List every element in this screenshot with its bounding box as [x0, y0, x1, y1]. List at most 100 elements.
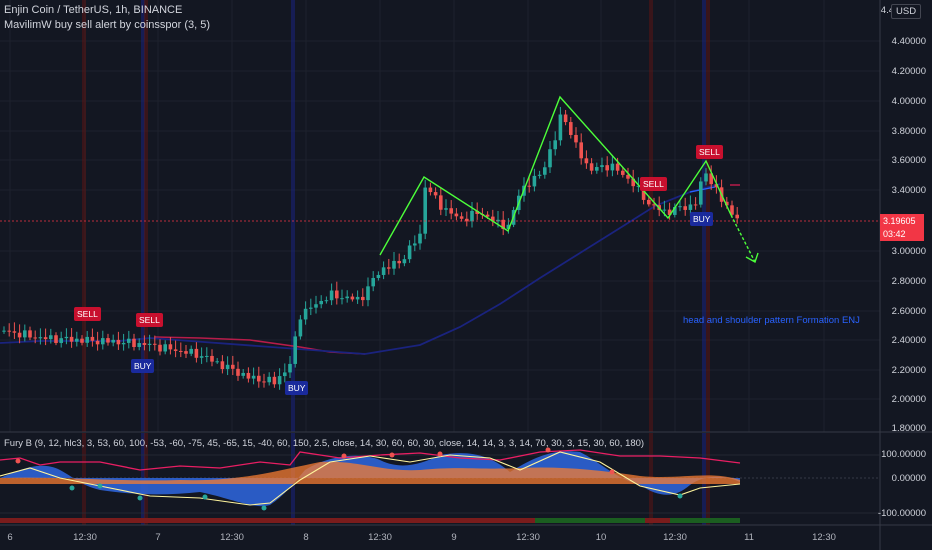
- candle-body: [163, 344, 167, 352]
- candle-body: [548, 149, 552, 168]
- candle-body: [641, 185, 646, 200]
- candle-body: [605, 165, 609, 171]
- candle-body: [335, 290, 339, 299]
- candle-body: [75, 338, 79, 342]
- candle-body: [496, 219, 500, 222]
- countdown-label: 03:42: [880, 227, 924, 241]
- candle-body: [116, 339, 121, 345]
- oscillator-axis[interactable]: 100.00000 0.00000 -100.00000: [877, 433, 932, 525]
- candle-body: [558, 114, 563, 141]
- candle-body: [662, 209, 667, 211]
- time-axis[interactable]: 6 12:30 7 12:30 8 12:30 9 12:30 10 12:30…: [0, 525, 880, 550]
- oscillator-title[interactable]: Fury B (9, 12, hlc3, 3, 53, 60, 100, -53…: [4, 438, 645, 449]
- candle-body: [267, 376, 271, 383]
- candle-body: [179, 350, 183, 352]
- candle-body: [309, 307, 313, 309]
- candle-body: [392, 260, 396, 269]
- candle-body: [38, 337, 43, 339]
- candle-body: [142, 343, 147, 345]
- candle-body: [714, 184, 719, 188]
- osc-dot: [545, 447, 551, 453]
- candle-body: [730, 205, 734, 215]
- candle-body: [137, 343, 141, 348]
- candle-body: [381, 267, 386, 275]
- candle-body: [101, 338, 105, 345]
- candle-body: [537, 174, 542, 176]
- buy-signal-tag: BUY: [285, 381, 309, 395]
- time-tick: 12:30: [368, 532, 392, 543]
- candle-body: [595, 167, 599, 171]
- candle-body: [470, 210, 474, 222]
- symbol-title[interactable]: Enjin Coin / TetherUS, 1h, BINANCE: [4, 4, 183, 16]
- indicator-title[interactable]: MavilimW buy sell alert by coinsspor (3,…: [4, 19, 211, 31]
- osc-trend-bar-green-2: [670, 518, 740, 523]
- price-tick: 4.20000: [891, 66, 926, 77]
- candle-body: [2, 330, 6, 332]
- candle-body: [636, 185, 641, 187]
- candle-body: [303, 308, 308, 320]
- candle-body: [28, 330, 32, 338]
- candle-body: [324, 300, 329, 302]
- time-tick: 12:30: [663, 532, 687, 543]
- breakdown-arrow-head: [745, 252, 759, 264]
- candle-body: [49, 335, 53, 340]
- osc-dot: [69, 485, 75, 491]
- time-tick: 12:30: [220, 532, 244, 543]
- price-axis[interactable]: 4.4 4.40000 4.20000 4.00000 3.80000 3.60…: [880, 0, 932, 434]
- price-tick: 1.80000: [891, 423, 926, 434]
- osc-dot: [677, 493, 683, 499]
- candle-body: [569, 122, 573, 135]
- candle-body: [491, 216, 495, 222]
- candle-body: [168, 344, 173, 350]
- candle-body: [231, 364, 235, 369]
- pattern-annotation[interactable]: head and shoulder pattern Formation ENJ: [683, 315, 860, 326]
- candle-body: [236, 368, 240, 376]
- candle-body: [23, 330, 27, 338]
- candle-body: [433, 192, 438, 196]
- candle-body: [7, 330, 11, 332]
- candle-body: [621, 170, 625, 175]
- candle-body: [95, 340, 100, 345]
- osc-dot: [609, 469, 615, 475]
- currency-badge[interactable]: USD: [891, 4, 922, 19]
- osc-dot: [97, 483, 103, 489]
- price-tick: 4.4: [880, 5, 894, 16]
- candle-body: [371, 277, 375, 287]
- candle-body: [90, 336, 95, 341]
- buy-signal-tag: BUY: [690, 212, 714, 226]
- candle-body: [277, 376, 282, 385]
- candle-body: [251, 375, 256, 379]
- candle-body: [132, 338, 136, 348]
- candle-body: [298, 319, 303, 337]
- candle-body: [329, 290, 334, 301]
- signal-band: [649, 0, 653, 432]
- time-tick: 7: [155, 532, 161, 543]
- candle-body: [350, 296, 355, 300]
- osc-tick: -100.00000: [877, 508, 926, 519]
- signal-band: [141, 0, 145, 432]
- candle-body: [340, 298, 344, 300]
- candle-body: [667, 209, 672, 215]
- candle-body: [106, 338, 110, 343]
- price-tick: 4.00000: [891, 96, 926, 107]
- candle-body: [574, 134, 578, 143]
- osc-dot: [389, 452, 395, 458]
- candle-body: [12, 331, 17, 333]
- osc-tick: 0.00000: [891, 473, 926, 484]
- sell-signal-tag: SELL: [136, 313, 163, 327]
- candle-body: [589, 163, 594, 171]
- candle-body: [199, 356, 204, 358]
- osc-dot: [341, 453, 347, 459]
- candle-body: [387, 267, 391, 269]
- price-tick: 4.40000: [891, 36, 926, 47]
- candle-body: [293, 336, 297, 364]
- candle-body: [64, 336, 69, 339]
- oscillator-pane: [0, 447, 880, 523]
- candle-body: [121, 342, 126, 345]
- breakdown-arrow-line: [730, 214, 756, 263]
- candle-body: [127, 338, 131, 343]
- signal-band: [291, 0, 295, 432]
- signal-band: [144, 0, 148, 432]
- candle-body: [288, 363, 292, 373]
